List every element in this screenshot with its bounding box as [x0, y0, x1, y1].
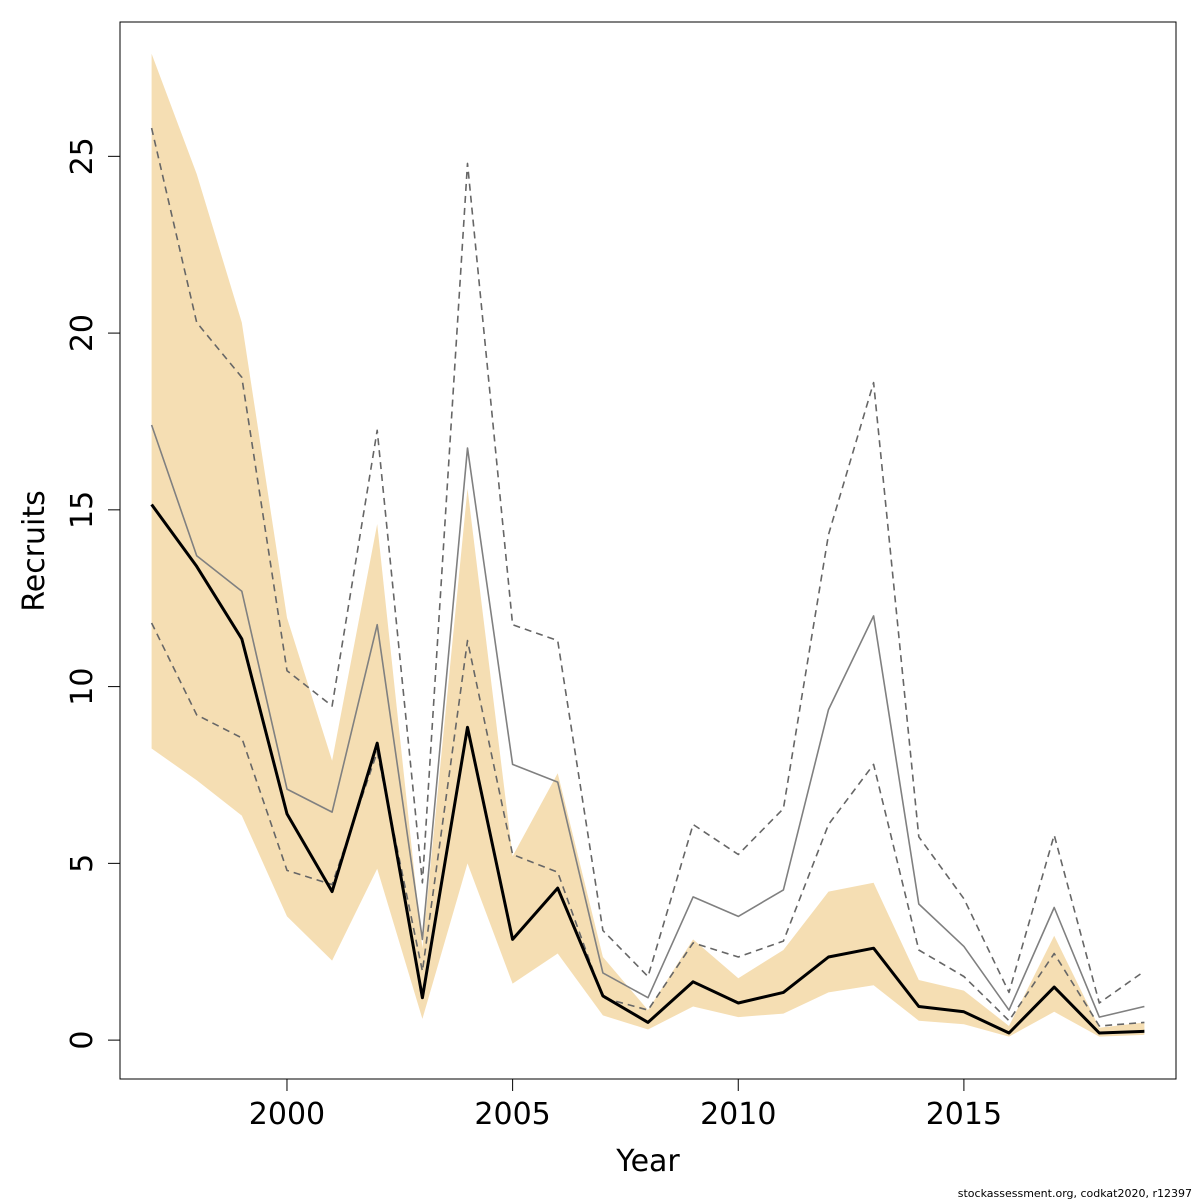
- x-axis-title: Year: [615, 1144, 680, 1179]
- comparison-lower-dashed-line: [150, 622, 1145, 1027]
- confidence-band: [151, 53, 1145, 1037]
- y-tick-label: 20: [65, 314, 100, 352]
- comparison-upper-dashed-line: [150, 127, 1145, 1004]
- y-tick-label: 5: [65, 854, 100, 873]
- comparison-estimate-line: [150, 424, 1145, 1018]
- y-tick-label: 15: [65, 491, 100, 529]
- x-tick-label: 2005: [474, 1097, 550, 1132]
- y-tick-label: 0: [65, 1031, 100, 1050]
- x-tick-label: 2015: [926, 1097, 1002, 1132]
- confidence-band-layer: [151, 53, 1145, 1037]
- footer-credit: stockassessment.org, codkat2020, r12397: [958, 1187, 1192, 1200]
- x-tick-label: 2000: [249, 1097, 325, 1132]
- series-lines-layer: [150, 127, 1145, 1035]
- y-tick-label: 25: [65, 137, 100, 175]
- y-tick-label: 10: [65, 668, 100, 706]
- recruits-estimate-line: [150, 503, 1145, 1035]
- x-tick-label: 2010: [700, 1097, 776, 1132]
- y-axis-title: Recruits: [17, 490, 52, 612]
- axes-layer: 2000 2005 2010 2015 0 5 10 15 20 25: [65, 137, 1002, 1132]
